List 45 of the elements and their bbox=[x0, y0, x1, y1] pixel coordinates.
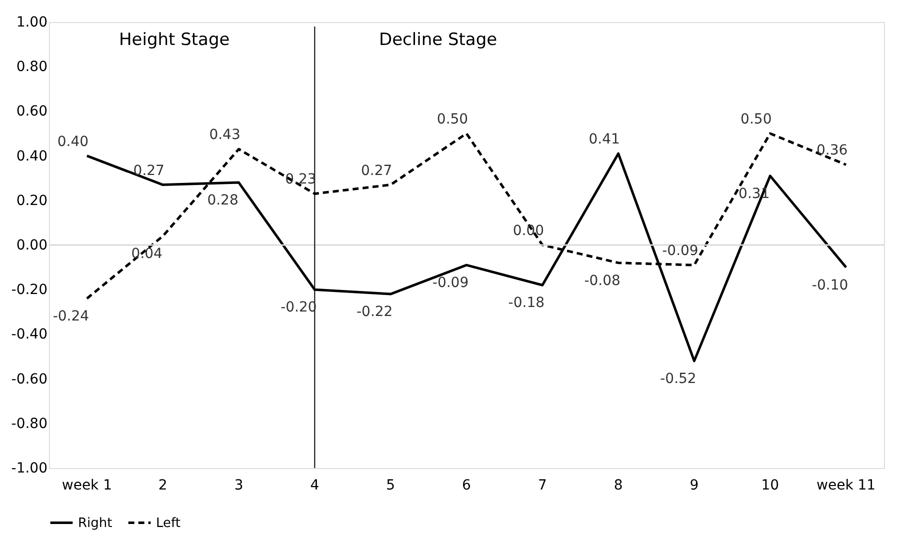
data-label: -0.08 bbox=[584, 272, 620, 289]
y-tick-label: 0.40 bbox=[16, 148, 48, 164]
x-tick-label: 10 bbox=[761, 478, 780, 494]
x-tick-label: week 11 bbox=[816, 478, 876, 494]
data-label: -0.09 bbox=[432, 275, 469, 292]
data-label: -0.22 bbox=[356, 304, 393, 320]
data-label: 0.43 bbox=[209, 127, 240, 144]
x-tick-label: 4 bbox=[310, 478, 320, 494]
x-tick-label: 8 bbox=[614, 478, 623, 494]
data-label: 0.41 bbox=[588, 132, 620, 148]
data-label: 0.27 bbox=[361, 162, 392, 179]
data-label: -0.52 bbox=[660, 370, 696, 387]
data-label: 0.50 bbox=[436, 112, 468, 128]
data-label: 0.00 bbox=[512, 223, 544, 239]
y-tick-label: -0.60 bbox=[11, 371, 48, 388]
data-label: 0.36 bbox=[816, 142, 848, 159]
data-label: 0.50 bbox=[740, 112, 772, 128]
legend-label: Left bbox=[156, 516, 180, 531]
x-tick-label: 5 bbox=[386, 478, 396, 494]
x-tick-label: 7 bbox=[538, 478, 547, 494]
x-tick-label: week 1 bbox=[62, 478, 112, 494]
x-tick-label: 9 bbox=[690, 478, 699, 494]
x-tick-label: 2 bbox=[158, 478, 168, 494]
data-label: -0.09 bbox=[662, 243, 698, 260]
data-label: 0.04 bbox=[131, 246, 163, 262]
y-tick-label: 0.00 bbox=[16, 238, 48, 254]
data-label: -0.10 bbox=[812, 277, 848, 294]
y-tick-label: -0.40 bbox=[11, 326, 48, 343]
y-tick-label: 1.00 bbox=[16, 14, 48, 30]
y-tick-label: -1.00 bbox=[11, 460, 48, 476]
y-tick-label: -0.80 bbox=[11, 416, 48, 432]
x-tick-label: 6 bbox=[462, 478, 472, 494]
data-label: 0.28 bbox=[207, 192, 238, 209]
legend-label: Right bbox=[78, 516, 112, 531]
data-label: 0.40 bbox=[57, 134, 89, 150]
annotation: Height Stage bbox=[119, 30, 230, 50]
y-tick-label: -0.20 bbox=[11, 282, 48, 298]
data-label: -0.18 bbox=[508, 295, 545, 312]
y-tick-label: 0.60 bbox=[16, 104, 48, 120]
y-tick-label: 0.80 bbox=[16, 59, 48, 76]
y-tick-label: 0.20 bbox=[16, 192, 48, 209]
annotation: Decline Stage bbox=[379, 30, 498, 50]
data-label: 0.27 bbox=[133, 162, 164, 179]
x-tick-label: 3 bbox=[234, 478, 244, 494]
data-label: -0.24 bbox=[52, 308, 90, 325]
